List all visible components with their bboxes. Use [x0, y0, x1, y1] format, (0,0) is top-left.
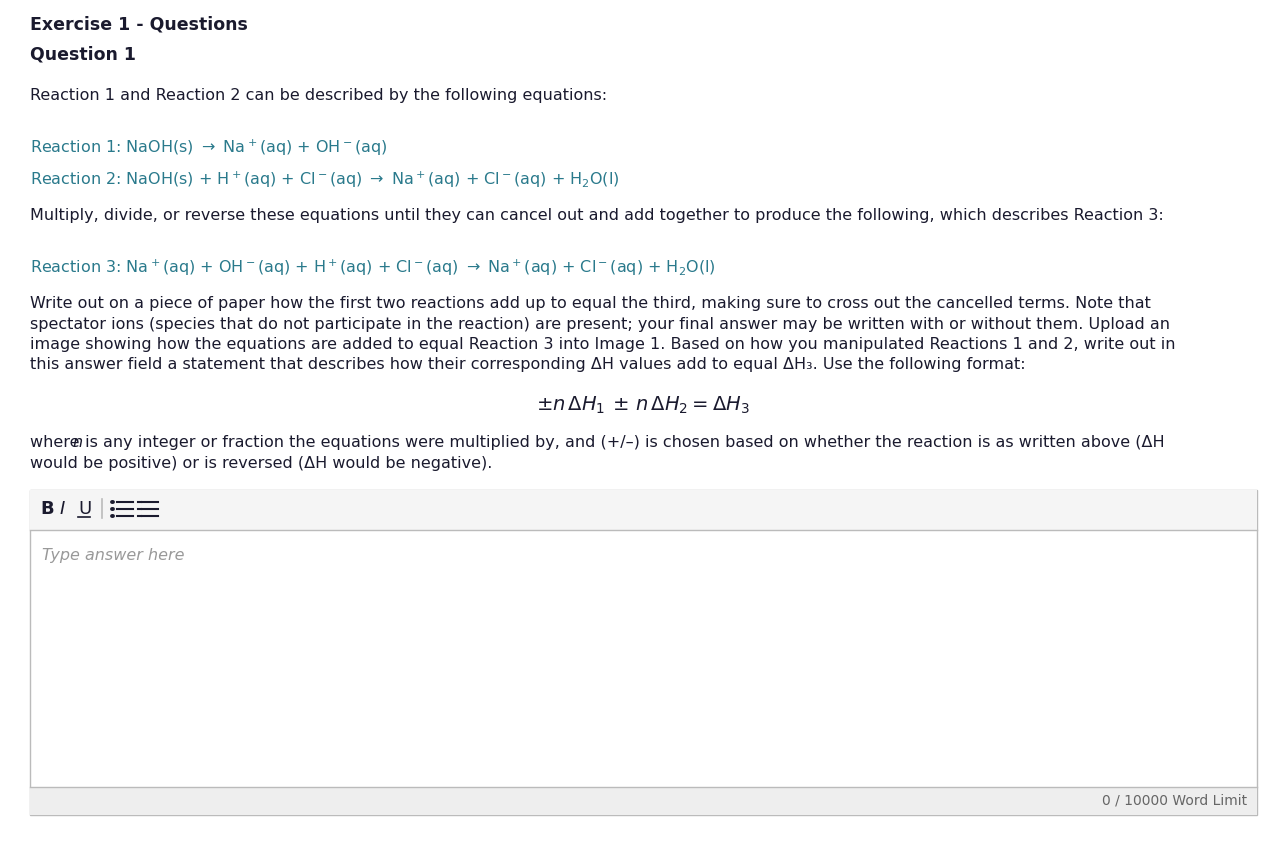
Text: image showing how the equations are added to equal Reaction 3 into Image 1. Base: image showing how the equations are adde…	[30, 337, 1175, 352]
Text: spectator ions (species that do not participate in the reaction) are present; yo: spectator ions (species that do not part…	[30, 317, 1170, 331]
Text: is any integer or fraction the equations were multiplied by, and (+/–) is chosen: is any integer or fraction the equations…	[80, 435, 1165, 450]
Text: Multiply, divide, or reverse these equations until they can cancel out and add t: Multiply, divide, or reverse these equat…	[30, 208, 1163, 223]
Text: would be positive) or is reversed (ΔH would be negative).: would be positive) or is reversed (ΔH wo…	[30, 456, 493, 471]
Text: Reaction 3: Na$^+$(aq) + OH$^-$(aq) + H$^+$(aq) + Cl$^-$(aq) $\rightarrow$ Na$^+: Reaction 3: Na$^+$(aq) + OH$^-$(aq) + H$…	[30, 258, 716, 279]
Bar	[30, 490, 1257, 815]
Text: I: I	[60, 500, 66, 518]
Text: this answer field a statement that describes how their corresponding ΔH values a: this answer field a statement that descr…	[30, 357, 1026, 373]
Text: n: n	[72, 435, 82, 450]
Text: Exercise 1 - Questions: Exercise 1 - Questions	[30, 16, 248, 34]
Bar	[30, 490, 1257, 530]
Text: Reaction 2: NaOH(s) + H$^+$(aq) + Cl$^-$(aq) $\rightarrow$ Na$^+$(aq) + Cl$^-$(a: Reaction 2: NaOH(s) + H$^+$(aq) + Cl$^-$…	[30, 170, 619, 191]
Text: Write out on a piece of paper how the first two reactions add up to equal the th: Write out on a piece of paper how the fi…	[30, 296, 1151, 311]
Text: Reaction 1: NaOH(s) $\rightarrow$ Na$^+$(aq) + OH$^-$(aq): Reaction 1: NaOH(s) $\rightarrow$ Na$^+$…	[30, 138, 387, 158]
Text: Type answer here: Type answer here	[42, 548, 184, 563]
Text: Question 1: Question 1	[30, 46, 136, 64]
Text: $\pm n\,\Delta H_1\,\pm\,n\,\Delta H_2 = \Delta H_3$: $\pm n\,\Delta H_1\,\pm\,n\,\Delta H_2 =…	[537, 395, 750, 416]
Text: 0 / 10000 Word Limit: 0 / 10000 Word Limit	[1102, 794, 1247, 808]
Text: B: B	[40, 500, 54, 518]
Text: Reaction 1 and Reaction 2 can be described by the following equations:: Reaction 1 and Reaction 2 can be describ…	[30, 88, 607, 103]
Text: U: U	[79, 500, 91, 518]
Text: where: where	[30, 435, 85, 450]
Bar	[30, 787, 1257, 815]
